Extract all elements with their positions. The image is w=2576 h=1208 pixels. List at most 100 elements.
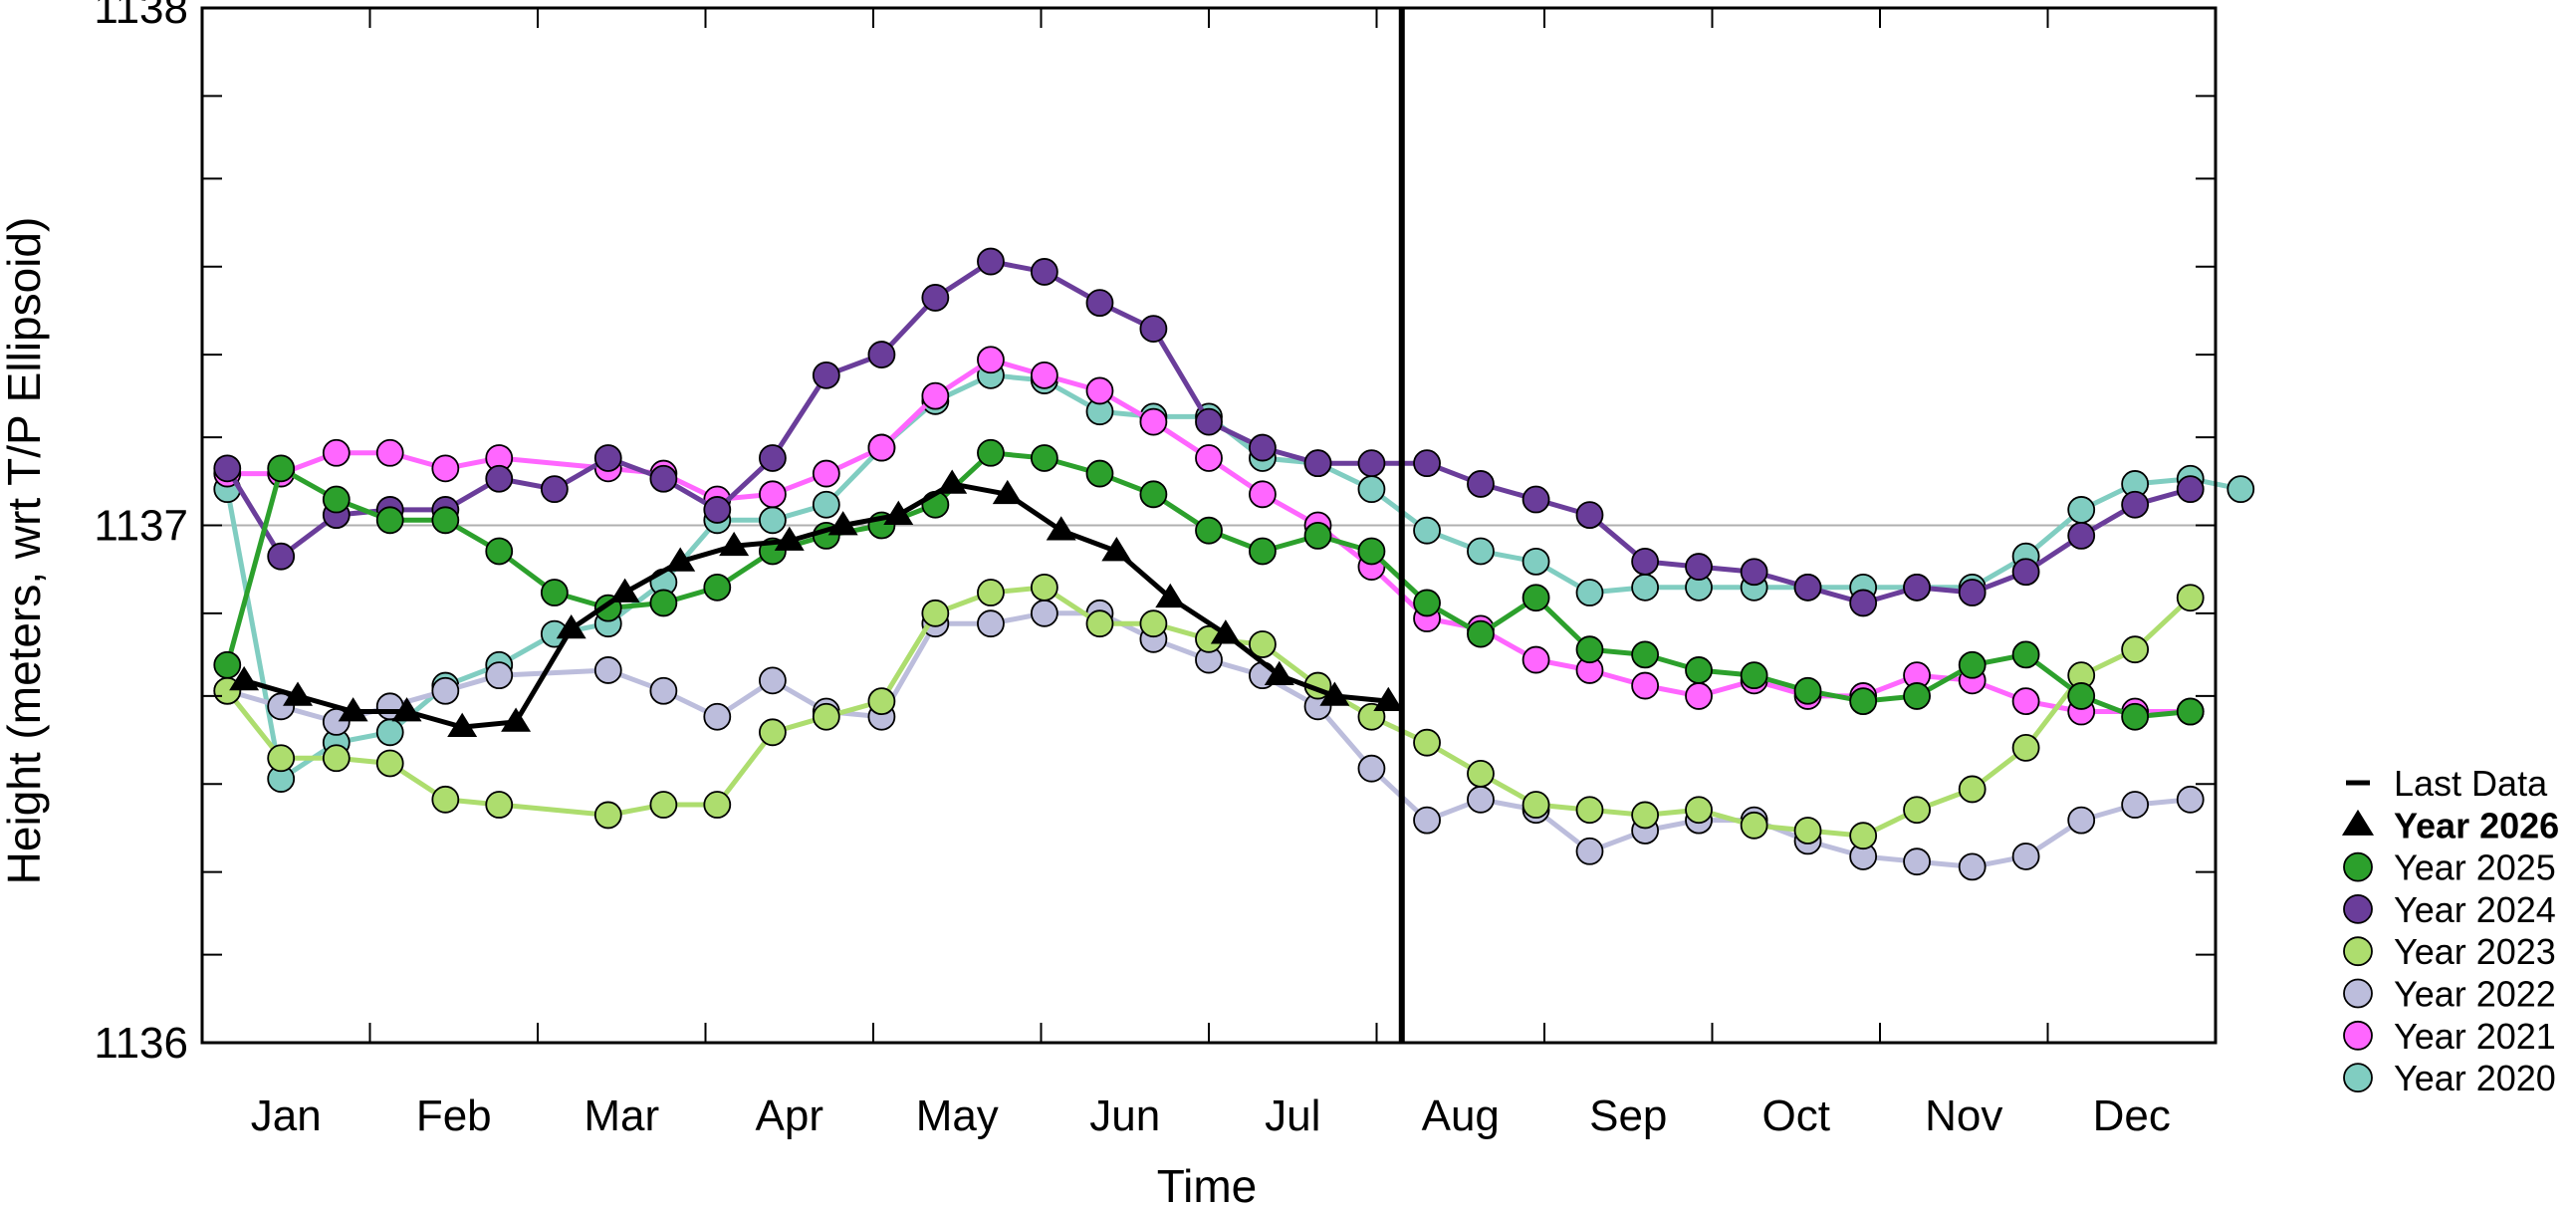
data-point bbox=[431, 506, 460, 535]
legend-marker bbox=[2341, 809, 2375, 836]
data-point bbox=[759, 506, 787, 535]
data-point bbox=[1522, 645, 1550, 674]
data-point bbox=[759, 444, 787, 472]
data-point bbox=[1195, 516, 1223, 545]
data-point bbox=[1413, 728, 1441, 757]
data-point bbox=[921, 284, 950, 312]
data-point bbox=[1467, 619, 1495, 648]
data-point bbox=[1303, 521, 1332, 550]
data-point bbox=[2121, 791, 2150, 819]
data-point bbox=[649, 464, 678, 493]
legend-item-last-data: Last Data bbox=[2346, 763, 2548, 804]
data-point bbox=[1958, 852, 1987, 881]
series-layer bbox=[213, 247, 2255, 881]
data-point bbox=[1575, 796, 1604, 825]
data-point bbox=[213, 650, 242, 679]
data-point bbox=[649, 791, 678, 819]
data-point bbox=[2011, 640, 2040, 669]
data-point bbox=[867, 687, 896, 716]
data-point bbox=[322, 438, 351, 467]
data-point bbox=[977, 609, 1005, 638]
data-point bbox=[229, 665, 260, 691]
data-point bbox=[447, 712, 478, 737]
data-point bbox=[1903, 682, 1931, 710]
data-point bbox=[812, 490, 840, 519]
data-point bbox=[1793, 676, 1822, 705]
data-point bbox=[267, 542, 296, 571]
data-point bbox=[501, 707, 532, 732]
data-point bbox=[1139, 609, 1168, 638]
data-point bbox=[593, 444, 622, 472]
data-point bbox=[1030, 444, 1058, 472]
data-point bbox=[1357, 475, 1386, 504]
legend-marker bbox=[2343, 936, 2373, 967]
tick-labels-layer: 1136 1137 1138 Jan Feb Mar Apr May Jun Jul Aug Sep O… bbox=[94, 0, 2171, 1140]
data-point bbox=[1522, 791, 1550, 819]
data-point bbox=[2067, 496, 2096, 524]
data-point bbox=[703, 702, 732, 731]
data-point bbox=[1085, 459, 1114, 488]
data-point bbox=[665, 547, 696, 572]
legend-label: Year 2022 bbox=[2394, 974, 2556, 1015]
legend-item-year-2024: Year 2024 bbox=[2343, 889, 2556, 930]
data-point bbox=[867, 433, 896, 462]
data-point bbox=[1685, 656, 1713, 684]
data-point bbox=[1740, 811, 1768, 840]
y-tick-label: 1138 bbox=[94, 0, 188, 33]
data-point bbox=[1210, 619, 1241, 644]
data-point bbox=[1903, 796, 1931, 825]
data-point bbox=[2121, 702, 2150, 731]
data-point bbox=[921, 381, 950, 410]
series-year-2025 bbox=[213, 438, 2205, 731]
legend-item-year-2022: Year 2022 bbox=[2343, 974, 2556, 1015]
data-point bbox=[2011, 843, 2040, 870]
legend-label: Year 2026 bbox=[2394, 805, 2559, 846]
data-point bbox=[213, 454, 242, 483]
legend-marker bbox=[2343, 894, 2373, 924]
series-year-2024 bbox=[213, 247, 2205, 617]
data-point bbox=[703, 573, 732, 602]
x-tick-label: Jun bbox=[1089, 1091, 1160, 1140]
x-tick-label: Sep bbox=[1589, 1091, 1667, 1140]
x-tick-label: Aug bbox=[1422, 1091, 1500, 1140]
x-tick-label: Dec bbox=[2093, 1091, 2171, 1140]
data-point bbox=[2011, 687, 2040, 716]
data-point bbox=[1139, 407, 1168, 436]
data-point bbox=[1357, 449, 1386, 478]
x-tick-label: Jan bbox=[251, 1091, 322, 1140]
data-point bbox=[609, 578, 640, 603]
legend-marker bbox=[2343, 1063, 2373, 1092]
data-point bbox=[1467, 470, 1495, 498]
data-point bbox=[883, 500, 914, 525]
data-point bbox=[1849, 589, 1878, 617]
data-point bbox=[649, 676, 678, 705]
x-tick-label: Apr bbox=[756, 1091, 823, 1140]
legend-marker bbox=[2343, 978, 2373, 1009]
data-point bbox=[1303, 449, 1332, 478]
y-axis-title: Height (meters, wrt T/P Ellipsoid) bbox=[0, 217, 50, 885]
data-point bbox=[1319, 681, 1350, 706]
data-point bbox=[1101, 537, 1132, 562]
data-point bbox=[375, 749, 404, 778]
legend-marker bbox=[2343, 851, 2373, 882]
data-point bbox=[774, 526, 805, 551]
data-point bbox=[283, 681, 314, 706]
data-point bbox=[759, 480, 787, 509]
data-point bbox=[2176, 475, 2205, 504]
series-line-year-2025 bbox=[224, 450, 2191, 720]
data-point bbox=[1046, 516, 1076, 541]
data-point bbox=[338, 697, 368, 722]
data-point bbox=[2226, 475, 2255, 504]
data-point bbox=[540, 579, 569, 606]
data-point bbox=[1195, 444, 1223, 472]
data-point bbox=[1522, 485, 1550, 514]
data-point bbox=[1357, 754, 1386, 783]
data-point bbox=[703, 791, 732, 819]
data-point bbox=[1249, 433, 1277, 462]
data-point bbox=[759, 666, 787, 695]
data-point bbox=[267, 454, 296, 483]
data-point bbox=[1793, 573, 1822, 602]
data-point bbox=[485, 537, 514, 566]
data-point bbox=[1085, 609, 1114, 638]
y-tick-label: 1136 bbox=[94, 1019, 188, 1068]
